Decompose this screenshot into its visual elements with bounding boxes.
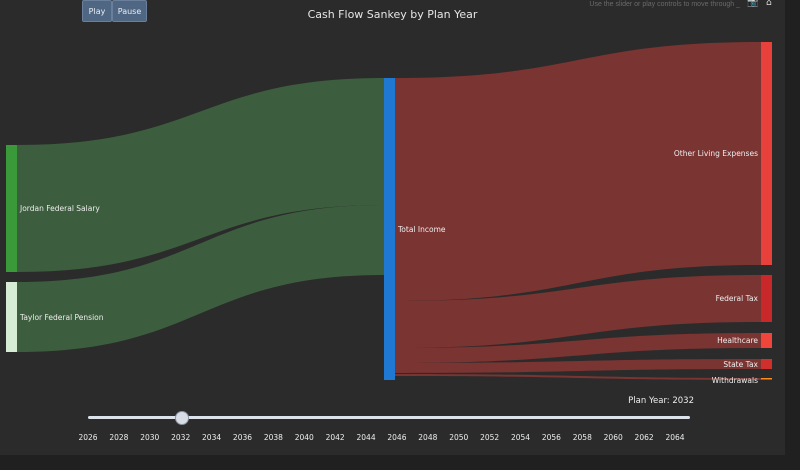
slider-tick: 2056 xyxy=(541,433,561,442)
slider-tick: 2050 xyxy=(449,433,469,442)
node-state[interactable] xyxy=(761,359,772,369)
node-jordan[interactable] xyxy=(6,145,17,272)
chart-title: Cash Flow Sankey by Plan Year xyxy=(307,8,478,21)
slider-tick: 2058 xyxy=(572,433,592,442)
label-jordan: Jordan Federal Salary xyxy=(19,204,100,213)
slider-tick: 2064 xyxy=(665,433,685,442)
home-icon[interactable]: ⌂ xyxy=(766,0,772,8)
label-income: Total Income xyxy=(397,225,446,234)
slider-tick: 2048 xyxy=(418,433,438,442)
sankey-svg: Jordan Federal Salary Taylor Federal Pen… xyxy=(6,42,772,385)
slider-tick: 2052 xyxy=(480,433,500,442)
slider-tick: 2044 xyxy=(356,433,376,442)
label-state: State Tax xyxy=(723,360,758,369)
slider-tick: 2026 xyxy=(78,433,98,442)
slider-tick: 2038 xyxy=(263,433,283,442)
node-income[interactable] xyxy=(384,78,395,380)
camera-icon[interactable]: 📷 xyxy=(747,0,759,8)
play-button[interactable]: Play xyxy=(82,0,112,22)
label-living: Other Living Expenses xyxy=(674,149,758,158)
slider-tick: 2054 xyxy=(510,433,531,442)
slider-tick: 2060 xyxy=(603,433,623,442)
year-slider-thumb[interactable] xyxy=(174,411,189,425)
link-income-withdraw[interactable] xyxy=(395,374,761,380)
slider-tick: 2042 xyxy=(325,433,345,442)
node-taylor[interactable] xyxy=(6,282,17,352)
year-slider-track[interactable] xyxy=(88,416,690,419)
link-jordan-income[interactable] xyxy=(17,78,384,272)
slider-tick: 2040 xyxy=(294,433,314,442)
slider-tick: 2062 xyxy=(634,433,654,442)
link-income-fedtax[interactable] xyxy=(395,275,761,348)
slider-tick: 2028 xyxy=(109,433,129,442)
slider-tick: 2036 xyxy=(232,433,253,442)
label-health: Healthcare xyxy=(717,336,758,345)
link-taylor-income[interactable] xyxy=(17,205,384,352)
slider-hint: Use the slider or play controls to move … xyxy=(589,1,740,8)
slider-tick: 2046 xyxy=(387,433,407,442)
slider-tick: 2030 xyxy=(140,433,160,442)
slider-tick: 2032 xyxy=(171,433,191,442)
node-living[interactable] xyxy=(761,42,772,265)
node-fedtax[interactable] xyxy=(761,275,772,322)
label-fedtax: Federal Tax xyxy=(716,294,759,303)
label-taylor: Taylor Federal Pension xyxy=(19,313,104,322)
link-income-state[interactable] xyxy=(395,359,761,373)
label-withdraw: Withdrawals xyxy=(712,376,758,385)
link-income-health[interactable] xyxy=(395,333,761,363)
slider-tick: 2034 xyxy=(202,433,222,442)
link-income-living[interactable] xyxy=(395,42,761,301)
node-withdraw[interactable] xyxy=(761,378,772,380)
node-health[interactable] xyxy=(761,333,772,348)
plan-year-label: Plan Year: 2032 xyxy=(628,396,694,406)
pause-button[interactable]: Pause xyxy=(112,0,147,22)
